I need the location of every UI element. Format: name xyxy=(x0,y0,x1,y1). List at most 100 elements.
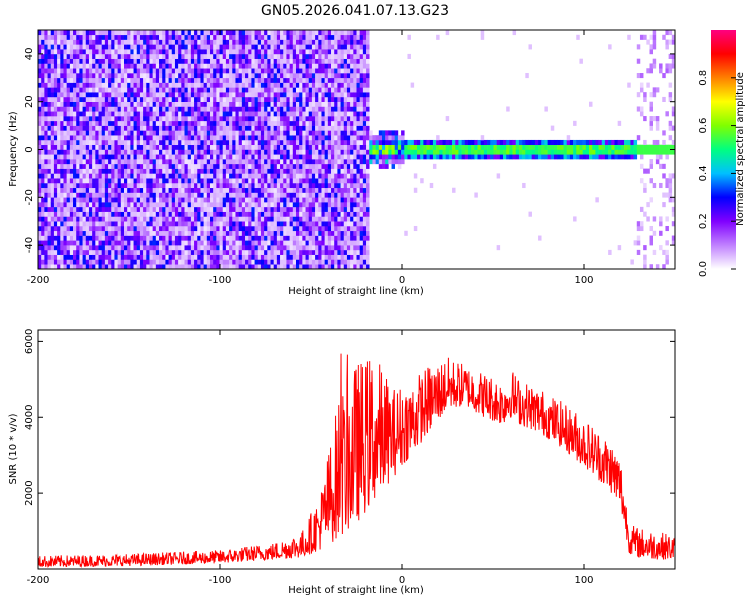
heatmap-cell xyxy=(139,173,144,179)
heatmap-cell xyxy=(302,44,306,50)
heatmap-cell xyxy=(190,73,195,79)
heatmap-cell xyxy=(41,92,45,98)
heatmap-cell xyxy=(53,192,58,198)
heatmap-cell xyxy=(216,49,220,55)
heatmap-cell xyxy=(111,240,115,246)
heatmap-cell xyxy=(280,221,284,227)
heatmap-cell xyxy=(318,96,322,102)
heatmap-cell xyxy=(44,149,48,155)
heatmap-cell xyxy=(136,163,141,169)
heatmap-cell xyxy=(327,240,332,246)
heatmap-cell xyxy=(264,68,268,74)
heatmap-cell xyxy=(133,82,138,88)
heatmap-cell xyxy=(178,187,182,193)
heatmap-cell xyxy=(57,49,61,55)
heatmap-cell xyxy=(346,73,351,79)
heatmap-cell xyxy=(229,182,233,189)
heatmap-cell xyxy=(200,235,204,241)
heatmap-cell xyxy=(66,82,71,88)
heatmap-cell xyxy=(209,139,214,146)
heatmap-cell xyxy=(108,216,112,222)
heatmap-cell xyxy=(88,58,93,64)
heatmap-cell xyxy=(280,58,284,64)
heatmap-cell xyxy=(136,178,141,184)
heatmap-cell xyxy=(321,77,325,83)
heatmap-cell xyxy=(127,149,131,155)
heatmap-cell xyxy=(251,249,255,255)
heatmap-cell xyxy=(270,130,274,136)
heatmap-cell xyxy=(92,249,96,255)
heatmap-cell xyxy=(337,96,341,102)
heatmap-cell xyxy=(130,149,134,155)
heatmap-cell xyxy=(311,144,316,150)
heatmap-cell xyxy=(327,77,332,83)
heatmap-cell xyxy=(53,216,58,222)
heatmap-cell xyxy=(235,154,239,160)
heatmap-cell xyxy=(334,34,338,40)
heatmap-cell xyxy=(111,68,115,74)
heatmap-cell xyxy=(206,240,211,246)
heatmap-cell xyxy=(283,68,287,74)
heatmap-cell xyxy=(283,101,287,107)
heatmap-cell xyxy=(327,120,332,126)
heatmap-cell xyxy=(225,173,230,179)
heatmap-cell xyxy=(44,206,48,212)
heatmap-cell xyxy=(73,245,77,251)
heatmap-cell xyxy=(168,163,173,169)
heatmap-cell xyxy=(184,120,188,126)
heatmap-cell xyxy=(88,202,93,208)
heatmap-cell xyxy=(159,44,163,50)
heatmap-cell xyxy=(66,116,71,122)
heatmap-cell xyxy=(308,49,313,55)
heatmap-cell xyxy=(248,53,252,59)
heatmap-cell xyxy=(171,63,176,69)
heatmap-cell xyxy=(101,159,106,165)
heatmap-cell xyxy=(174,53,179,59)
heatmap-cell xyxy=(127,159,131,165)
heatmap-cell xyxy=(162,49,166,55)
heatmap-cell xyxy=(53,178,58,184)
heatmap-cell xyxy=(133,34,138,40)
heatmap-cell xyxy=(270,135,274,141)
heatmap-cell xyxy=(159,139,163,146)
heatmap-cell xyxy=(257,116,262,122)
heatmap-cell xyxy=(76,197,80,203)
heatmap-cell xyxy=(95,144,99,150)
heatmap-cell xyxy=(216,39,220,45)
heatmap-cell xyxy=(92,173,96,179)
heatmap-cell xyxy=(73,182,77,189)
heatmap-cell xyxy=(213,216,217,222)
heatmap-cell xyxy=(63,87,67,93)
heatmap-cell xyxy=(346,187,351,193)
heatmap-cell xyxy=(232,216,236,222)
heatmap-cell xyxy=(162,82,166,88)
heatmap-cell xyxy=(248,125,252,131)
heatmap-cell xyxy=(238,49,243,55)
heatmap-cell xyxy=(248,111,252,117)
heatmap-cell xyxy=(53,168,58,174)
heatmap-cell xyxy=(225,216,230,222)
heatmap-cell xyxy=(127,211,131,217)
heatmap-cell xyxy=(254,111,259,117)
heatmap-cell xyxy=(69,144,74,150)
heatmap-cell xyxy=(276,34,281,40)
heatmap-cell xyxy=(44,92,48,98)
heatmap-cell xyxy=(190,245,195,251)
heatmap-cell xyxy=(194,58,198,64)
heatmap-cell xyxy=(41,206,45,212)
heatmap-cell xyxy=(340,221,345,227)
heatmap-cell xyxy=(248,106,252,112)
heatmap-cell xyxy=(73,92,77,98)
heatmap-cell xyxy=(69,39,74,45)
heatmap-cell xyxy=(66,168,71,174)
heatmap-cell xyxy=(88,135,93,141)
heatmap-cell xyxy=(82,249,87,255)
heatmap-cell xyxy=(254,259,259,265)
heatmap-cell xyxy=(260,53,265,59)
heatmap-cell xyxy=(346,111,351,117)
heatmap-cell xyxy=(327,96,332,102)
heatmap-cell xyxy=(108,225,112,232)
heatmap-cell xyxy=(260,225,265,232)
heatmap-cell xyxy=(53,92,58,98)
heatmap-cell xyxy=(127,39,131,45)
